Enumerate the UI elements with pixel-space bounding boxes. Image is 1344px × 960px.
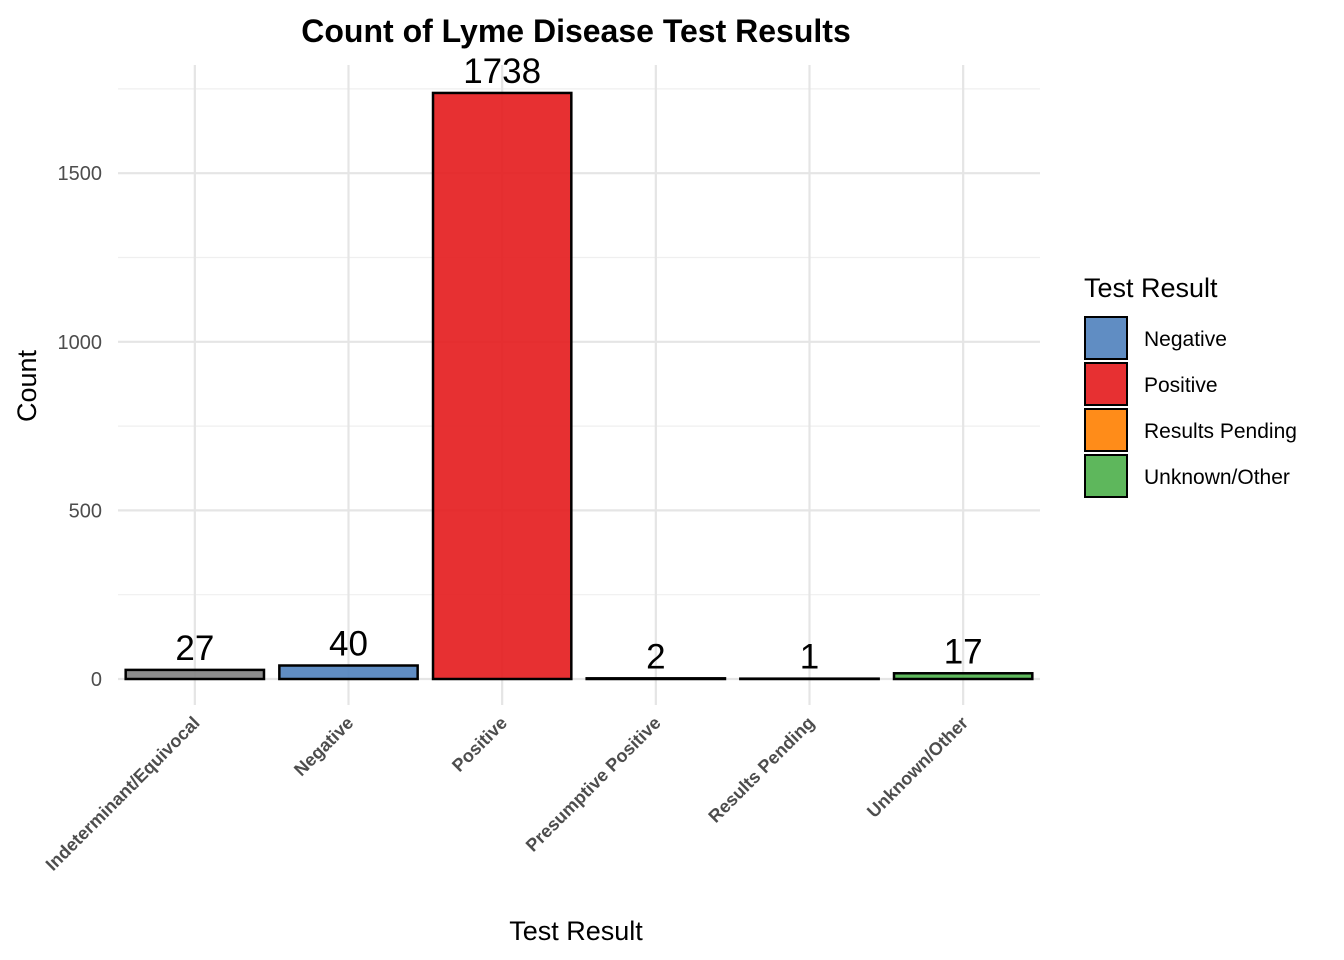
data-label: 2 xyxy=(646,637,665,676)
y-tick-label: 1500 xyxy=(58,163,103,185)
data-label: 40 xyxy=(329,625,368,664)
y-axis-title: Count xyxy=(12,349,42,422)
legend-key xyxy=(1084,454,1128,498)
data-label: 27 xyxy=(175,629,214,668)
data-labels: 27 40 1738 2 1 17 xyxy=(175,52,982,677)
y-tick-label: 1000 xyxy=(58,332,103,354)
legend: Test Result Negative Positive Results Pend… xyxy=(1084,273,1297,498)
bars xyxy=(124,91,1034,681)
y-tick-label: 0 xyxy=(91,669,102,691)
x-tick-label: Unknown/Other xyxy=(863,713,972,822)
bar-unknown-other xyxy=(892,672,1034,681)
legend-label: Negative xyxy=(1144,328,1227,351)
bar-indeterminant-equivocal xyxy=(124,668,266,681)
bar-presumptive-positive xyxy=(585,677,727,681)
legend-label: Unknown/Other xyxy=(1144,466,1290,489)
chart-title: Count of Lyme Disease Test Results xyxy=(301,13,850,49)
x-tick-label: Indeterminant/Equivocal xyxy=(42,713,204,875)
legend-key xyxy=(1084,408,1128,452)
data-label: 1738 xyxy=(463,52,541,91)
legend-label: Results Pending xyxy=(1144,420,1297,443)
x-axis-ticks: Indeterminant/Equivocal Negative Positive P… xyxy=(42,713,972,875)
legend-key xyxy=(1084,362,1128,406)
bar-negative xyxy=(278,664,419,681)
y-axis-ticks: 0 500 1000 1500 xyxy=(58,163,103,691)
x-tick-label: Results Pending xyxy=(704,713,818,827)
legend-key xyxy=(1084,316,1128,360)
legend-title: Test Result xyxy=(1084,273,1218,303)
legend-label: Positive xyxy=(1144,374,1218,397)
grid-lines xyxy=(118,65,1040,705)
x-tick-label: Negative xyxy=(290,713,357,780)
data-label: 1 xyxy=(800,638,819,677)
data-label: 17 xyxy=(944,632,983,671)
x-tick-label: Positive xyxy=(448,713,511,776)
bar-positive xyxy=(431,91,573,681)
x-tick-label: Presumptive Positive xyxy=(522,713,665,856)
y-tick-label: 500 xyxy=(69,500,102,522)
x-axis-title: Test Result xyxy=(509,916,643,946)
